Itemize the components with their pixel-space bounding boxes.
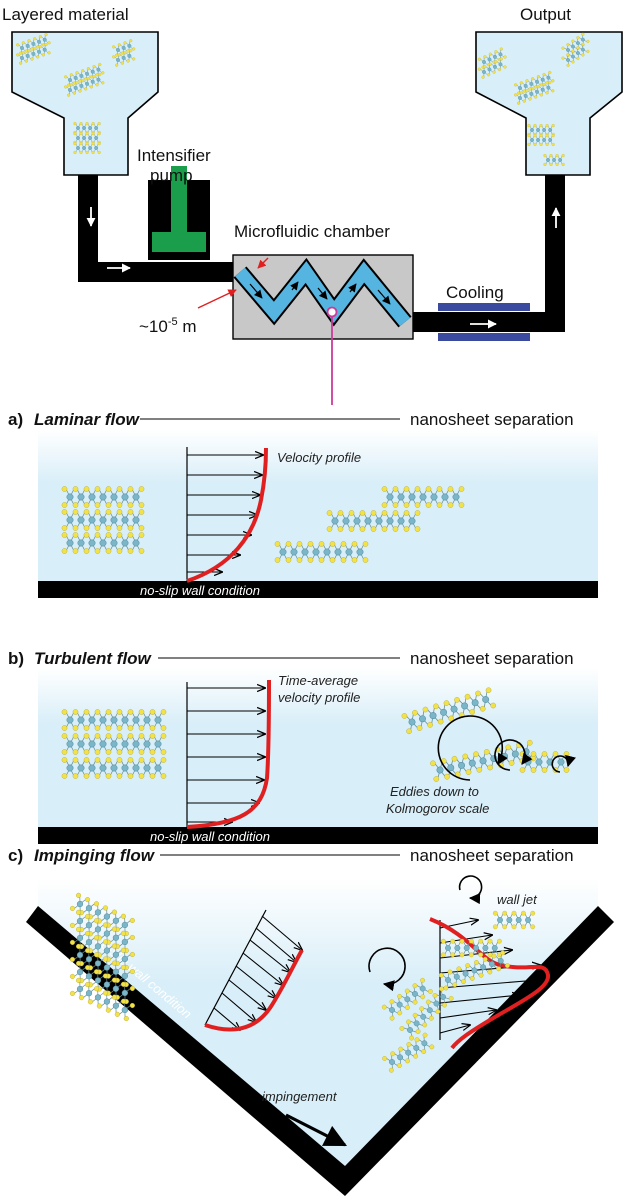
nanosheet	[274, 541, 369, 563]
nanosheet	[61, 532, 145, 554]
fluid-region-c	[38, 878, 598, 1178]
velocity-profile-c-left	[204, 949, 304, 1032]
pump-label: Intensifier	[137, 146, 211, 165]
velocity-profile-a	[186, 447, 268, 583]
velocity-arrows-c	[213, 915, 302, 1030]
velocity-profile-b	[186, 679, 271, 829]
nanosheet	[73, 122, 101, 134]
nanosheet	[69, 977, 135, 1022]
eddy-large	[437, 715, 508, 781]
nanosheet	[112, 49, 136, 67]
nanosheet	[381, 486, 465, 508]
nanosheet	[440, 938, 502, 958]
fluid-region-b	[38, 668, 598, 828]
cooling-jacket	[438, 303, 530, 311]
panel-impinging: c) Impinging flow nanosheet separation w…	[8, 846, 614, 1196]
panel-laminar: a) Laminar flow nanosheet separation Vel…	[8, 410, 598, 598]
pump-piston	[152, 166, 206, 252]
probe-point	[326, 306, 338, 318]
nanosheet	[61, 733, 167, 755]
rotation-arrow-top	[458, 875, 483, 905]
panel-c-letter: c)	[8, 846, 23, 865]
input-label: Layered material	[2, 5, 129, 24]
process-schematic: Layered material Output Intensifier pump…	[2, 5, 623, 405]
wall-b	[38, 827, 598, 844]
outlet-pipe	[412, 175, 565, 332]
nanosheet	[326, 510, 421, 532]
nanosheet	[399, 986, 454, 1041]
panel-b-right: nanosheet separation	[410, 649, 574, 668]
eddy-small	[551, 754, 576, 773]
nanosheet	[381, 977, 433, 1021]
panel-turbulent: b) Turbulent flow nanosheet separation T…	[8, 649, 598, 844]
wall-a	[38, 581, 598, 598]
nanosheet	[61, 757, 167, 779]
nanosheet	[73, 142, 101, 154]
nanosheet	[527, 134, 555, 146]
input-hopper	[11, 31, 159, 176]
nanosheet	[477, 57, 507, 79]
wall-jet-label: wall jet	[497, 892, 538, 907]
panel-a-title: Laminar flow	[34, 410, 141, 429]
panel-a-letter: a)	[8, 410, 23, 429]
nanosheet	[61, 486, 145, 508]
nanosheet	[561, 42, 590, 67]
scale-label: ~10-5 m	[139, 316, 197, 336]
cooling-label: Cooling	[446, 283, 504, 302]
nanosheet	[492, 910, 536, 930]
profile-label-b: Time-average	[278, 673, 358, 688]
wall-label-a: no-slip wall condition	[140, 583, 260, 598]
nanosheet	[61, 709, 167, 731]
panel-a-right: nanosheet separation	[410, 410, 574, 429]
hopper-layers	[16, 32, 590, 166]
eddy-label-2: Kolmogorov scale	[386, 801, 489, 816]
nanosheet	[514, 70, 555, 95]
nanosheets-a	[61, 486, 465, 563]
nanosheet	[514, 80, 555, 105]
eddy-label: Eddies down to	[390, 784, 479, 799]
panel-c-title: Impinging flow	[34, 846, 156, 865]
rotation-arrow-left	[368, 947, 406, 992]
nanosheet	[16, 43, 51, 65]
inlet-pipe	[78, 175, 240, 282]
panel-b-letter: b)	[8, 649, 24, 668]
nanosheets-b	[61, 687, 570, 782]
nanosheet	[401, 687, 497, 735]
nanosheet	[543, 154, 565, 166]
width-arrow-top	[257, 257, 269, 269]
nanosheet	[64, 62, 105, 87]
nanosheet	[16, 33, 51, 55]
nanosheets-c	[69, 892, 536, 1073]
wall-label-b: no-slip wall condition	[150, 829, 270, 844]
width-arrow-bottom	[197, 289, 237, 309]
eddy-medium	[494, 739, 533, 771]
profile-label-a: Velocity profile	[277, 450, 361, 465]
pump-label-2: pump	[150, 166, 193, 185]
output-label: Output	[520, 5, 571, 24]
nanosheet	[69, 892, 135, 937]
nanosheet	[438, 950, 510, 991]
impingement-arrow	[285, 1113, 347, 1147]
nanosheet	[382, 1032, 435, 1073]
impingement-label: impingement	[262, 1089, 338, 1104]
nanosheet	[64, 72, 105, 97]
panel-b-title: Turbulent flow	[34, 649, 153, 668]
output-hopper	[475, 31, 623, 176]
nanosheet	[61, 509, 145, 531]
profile-axis-c-left	[204, 909, 267, 1026]
profile-label-b-2: velocity profile	[278, 690, 360, 705]
chamber-label: Microfluidic chamber	[234, 222, 390, 241]
nanosheet	[112, 39, 136, 57]
panel-c-right: nanosheet separation	[410, 846, 574, 865]
